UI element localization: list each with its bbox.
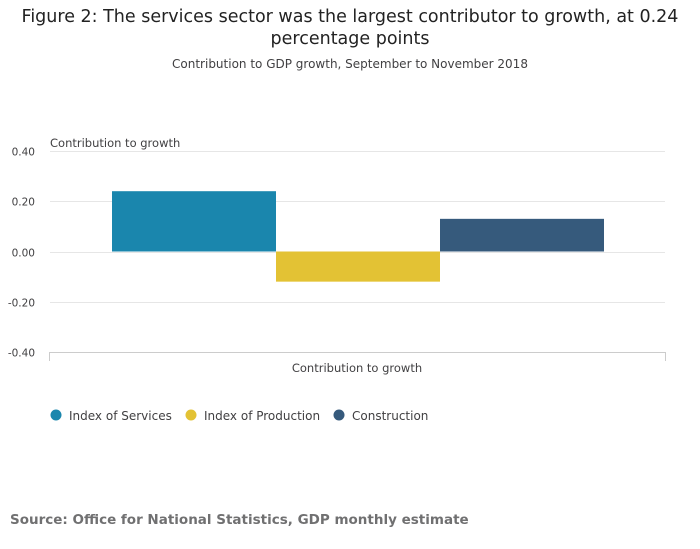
y-tick-label: 0.20 [12,197,35,209]
x-axis-category-label: Contribution to growth [292,361,422,375]
x-axis-line [49,352,666,361]
y-tick-label: 0.40 [12,147,35,159]
legend-item[interactable]: Index of Services [50,409,172,423]
source-label: Source: [10,512,68,528]
bar-construction[interactable] [440,218,604,252]
y-axis-label: Contribution to growth [50,136,180,150]
bar-index-of-production[interactable] [276,251,440,282]
legend-marker [50,409,62,421]
legend-item[interactable]: Construction [333,409,429,423]
y-tick-label: -0.40 [8,348,35,360]
bars [112,191,604,282]
legend-label: Construction [352,409,428,423]
chart-subtitle: Contribution to GDP growth, September to… [172,57,528,71]
bar-index-of-services[interactable] [112,191,276,252]
legend-label: Index of Services [69,409,172,423]
legend: Index of Services Index of Production Cons… [50,409,429,423]
chart-title: Figure 2: The services sector was the la… [21,7,679,49]
legend-marker [185,409,197,421]
y-tick-label: -0.20 [8,298,35,310]
y-tick-label: 0.00 [12,248,35,260]
source-note: Source: Office for National Statistics, … [10,512,469,528]
y-tick-labels: 0.40 0.20 0.00 -0.20 -0.40 [8,147,35,360]
legend-item[interactable]: Index of Production [185,409,321,423]
legend-label: Index of Production [204,409,320,423]
source-text: Office for National Statistics, GDP mont… [72,512,469,528]
legend-marker [333,409,345,421]
